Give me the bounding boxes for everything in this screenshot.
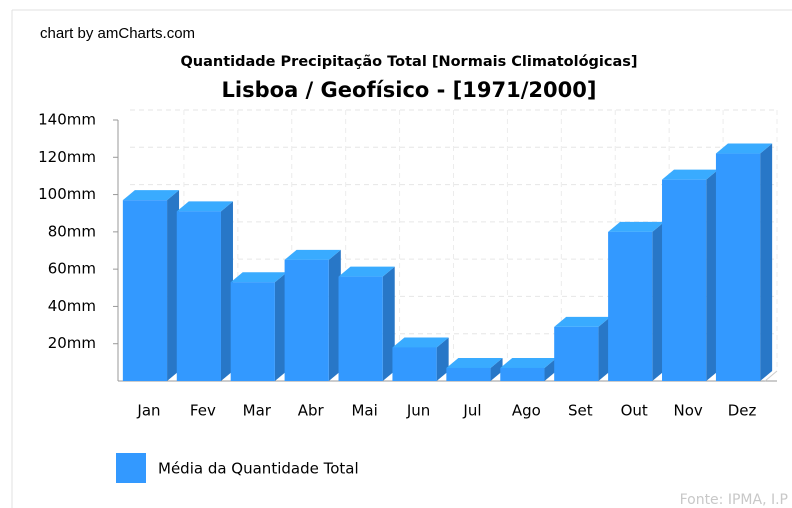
y-tick-label: 60mm <box>48 260 96 278</box>
y-tick-label: 80mm <box>48 222 96 240</box>
bar-top <box>500 357 557 368</box>
bar-top <box>554 316 611 327</box>
bar-front <box>554 326 599 381</box>
bar-side <box>490 357 503 381</box>
bar-front <box>230 282 275 381</box>
bar-top <box>715 143 773 154</box>
bar-front <box>176 211 221 381</box>
y-tick-label: 20mm <box>48 334 96 352</box>
bar-front <box>608 231 653 381</box>
y-tick-label: 100mm <box>38 185 96 203</box>
bar-side <box>598 316 611 381</box>
bar <box>338 266 395 381</box>
bar-side <box>652 221 665 381</box>
bar-front <box>662 179 707 381</box>
x-tick-label: Jan <box>136 402 160 420</box>
x-tick-label: Ago <box>512 402 541 420</box>
bar-top <box>230 272 287 283</box>
source: Fonte: IPMA, I.P <box>680 492 788 508</box>
bar-side <box>544 357 557 381</box>
bar-front <box>446 367 491 381</box>
bar <box>230 272 287 381</box>
bar-top <box>446 357 503 368</box>
x-tick-label: Dez <box>728 402 757 420</box>
bar-side <box>436 337 449 381</box>
bar <box>662 169 719 381</box>
legend-label: Média da Quantidade Total <box>158 460 359 478</box>
y-tick-label: 40mm <box>48 297 96 315</box>
floor-edge <box>764 370 778 382</box>
bar-side <box>760 143 773 381</box>
x-tick-label: Set <box>568 402 593 420</box>
bar-top <box>662 169 719 180</box>
bar <box>176 201 233 381</box>
bar <box>284 249 341 381</box>
bar-side <box>382 266 395 381</box>
y-tick-label: 140mm <box>38 111 96 129</box>
bar-front <box>284 259 329 381</box>
bar <box>446 357 503 381</box>
bar <box>392 337 449 381</box>
bar <box>608 221 665 381</box>
bar-side <box>706 169 719 381</box>
bar-top <box>338 266 395 277</box>
x-tick-label: Jul <box>462 402 481 420</box>
x-tick-label: Abr <box>298 402 325 420</box>
bar-side <box>274 272 287 381</box>
chart-subtitle: Lisboa / Geofísico - [1971/2000] <box>222 78 597 102</box>
x-tick-label: Jun <box>406 402 430 420</box>
legend-swatch <box>116 453 146 483</box>
bar-top <box>284 249 341 260</box>
bar-top <box>608 221 665 232</box>
y-tick-label: 120mm <box>38 148 96 166</box>
bar <box>715 143 773 381</box>
bar-front <box>392 347 437 381</box>
bar-top <box>122 190 180 201</box>
bar-side <box>167 190 180 381</box>
bar-front <box>338 276 383 381</box>
bar-top <box>392 337 449 348</box>
bar <box>500 357 557 381</box>
bar-top <box>176 201 233 212</box>
x-tick-label: Out <box>621 402 648 420</box>
credit: chart by amCharts.com <box>40 25 195 42</box>
x-tick-label: Fev <box>190 402 216 420</box>
bar-front <box>715 153 761 381</box>
x-tick-label: Mai <box>351 402 377 420</box>
bar-side <box>328 249 341 381</box>
x-tick-label: Mar <box>243 402 272 420</box>
bar-side <box>220 201 233 381</box>
chart-title: Quantidade Precipitação Total [Normais C… <box>180 54 637 70</box>
bar <box>554 316 611 381</box>
bar-front <box>122 200 168 381</box>
bar-front <box>500 367 545 381</box>
x-tick-label: Nov <box>673 402 702 420</box>
bar <box>122 190 180 381</box>
